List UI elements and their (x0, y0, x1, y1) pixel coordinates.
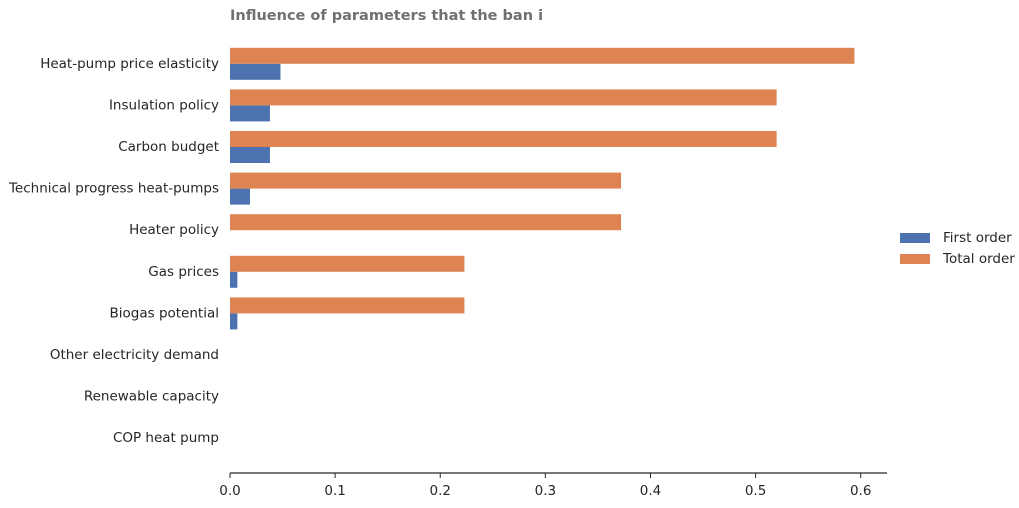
y-tick-label: Technical progress heat-pumps (8, 181, 219, 197)
y-tick-label: Biogas potential (110, 305, 220, 321)
y-tick-label: Other electricity demand (50, 347, 219, 363)
bar (230, 105, 270, 122)
x-tick-label: 0.3 (535, 483, 556, 499)
chart-title: Influence of parameters that the ban i (230, 8, 543, 24)
bar (230, 147, 270, 163)
y-tick-label: Heater policy (129, 222, 219, 238)
bar (230, 313, 238, 330)
bar (230, 89, 777, 106)
x-tick-label: 0.4 (640, 483, 661, 499)
legend-label: Total order (942, 251, 1015, 267)
bar (230, 188, 250, 205)
y-tick-label: Heat-pump price elasticity (40, 56, 219, 72)
y-tick-label: Insulation policy (109, 97, 219, 113)
x-tick-label: 0.6 (850, 483, 871, 499)
bar (230, 47, 855, 64)
legend-label: First order (943, 230, 1012, 246)
bar (230, 131, 777, 147)
y-tick-label: COP heat pump (113, 430, 219, 446)
bar (230, 214, 622, 231)
bar (230, 297, 465, 314)
y-tick-label: Gas prices (148, 264, 219, 280)
x-tick-label: 0.1 (324, 483, 345, 499)
y-tick-label: Renewable capacity (84, 389, 219, 405)
x-tick-label: 0.2 (429, 483, 450, 499)
bar (230, 63, 281, 80)
x-tick-label: 0.5 (745, 483, 766, 499)
legend-swatch (900, 233, 930, 243)
bar (230, 255, 465, 272)
x-tick-label: 0.0 (219, 483, 240, 499)
bar (230, 172, 622, 189)
legend-swatch (900, 254, 930, 264)
y-tick-label: Carbon budget (118, 139, 219, 155)
bar (230, 271, 238, 288)
